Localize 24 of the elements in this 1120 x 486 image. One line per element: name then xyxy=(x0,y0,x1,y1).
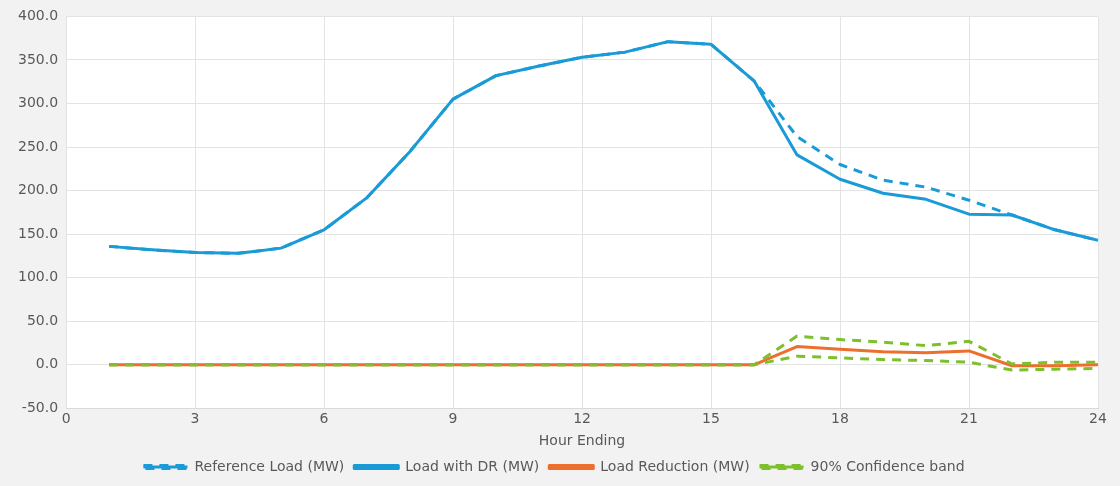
legend-label: Reference Load (MW) xyxy=(194,457,345,474)
legend-label: 90% Confidence band xyxy=(810,457,965,474)
x-tick-label: 3 xyxy=(190,410,200,427)
x-tick-label: 0 xyxy=(61,410,71,427)
legend-label: Load Reduction (MW) xyxy=(600,457,750,474)
x-tick-label: 6 xyxy=(319,410,329,427)
x-tick-label: 18 xyxy=(831,410,849,427)
y-tick-label: -50.0 xyxy=(21,399,59,416)
x-tick-label: 12 xyxy=(573,410,591,427)
y-tick-label: 350.0 xyxy=(17,50,59,67)
y-tick-label: 400.0 xyxy=(17,7,59,24)
x-tick-label: 9 xyxy=(448,410,458,427)
y-tick-label: 150.0 xyxy=(17,224,59,241)
x-tick-label: 24 xyxy=(1089,410,1107,427)
y-tick-label: 300.0 xyxy=(17,94,59,111)
y-tick-label: 50.0 xyxy=(26,311,59,328)
y-tick-label: 0.0 xyxy=(35,355,59,372)
x-tick-label: 21 xyxy=(960,410,978,427)
y-tick-label: 100.0 xyxy=(17,268,59,285)
y-tick-label: 250.0 xyxy=(17,137,59,154)
x-axis-title: Hour Ending xyxy=(538,432,626,449)
y-tick-label: 200.0 xyxy=(17,181,59,198)
legend-label: Load with DR (MW) xyxy=(405,457,540,474)
x-tick-label: 15 xyxy=(702,410,720,427)
